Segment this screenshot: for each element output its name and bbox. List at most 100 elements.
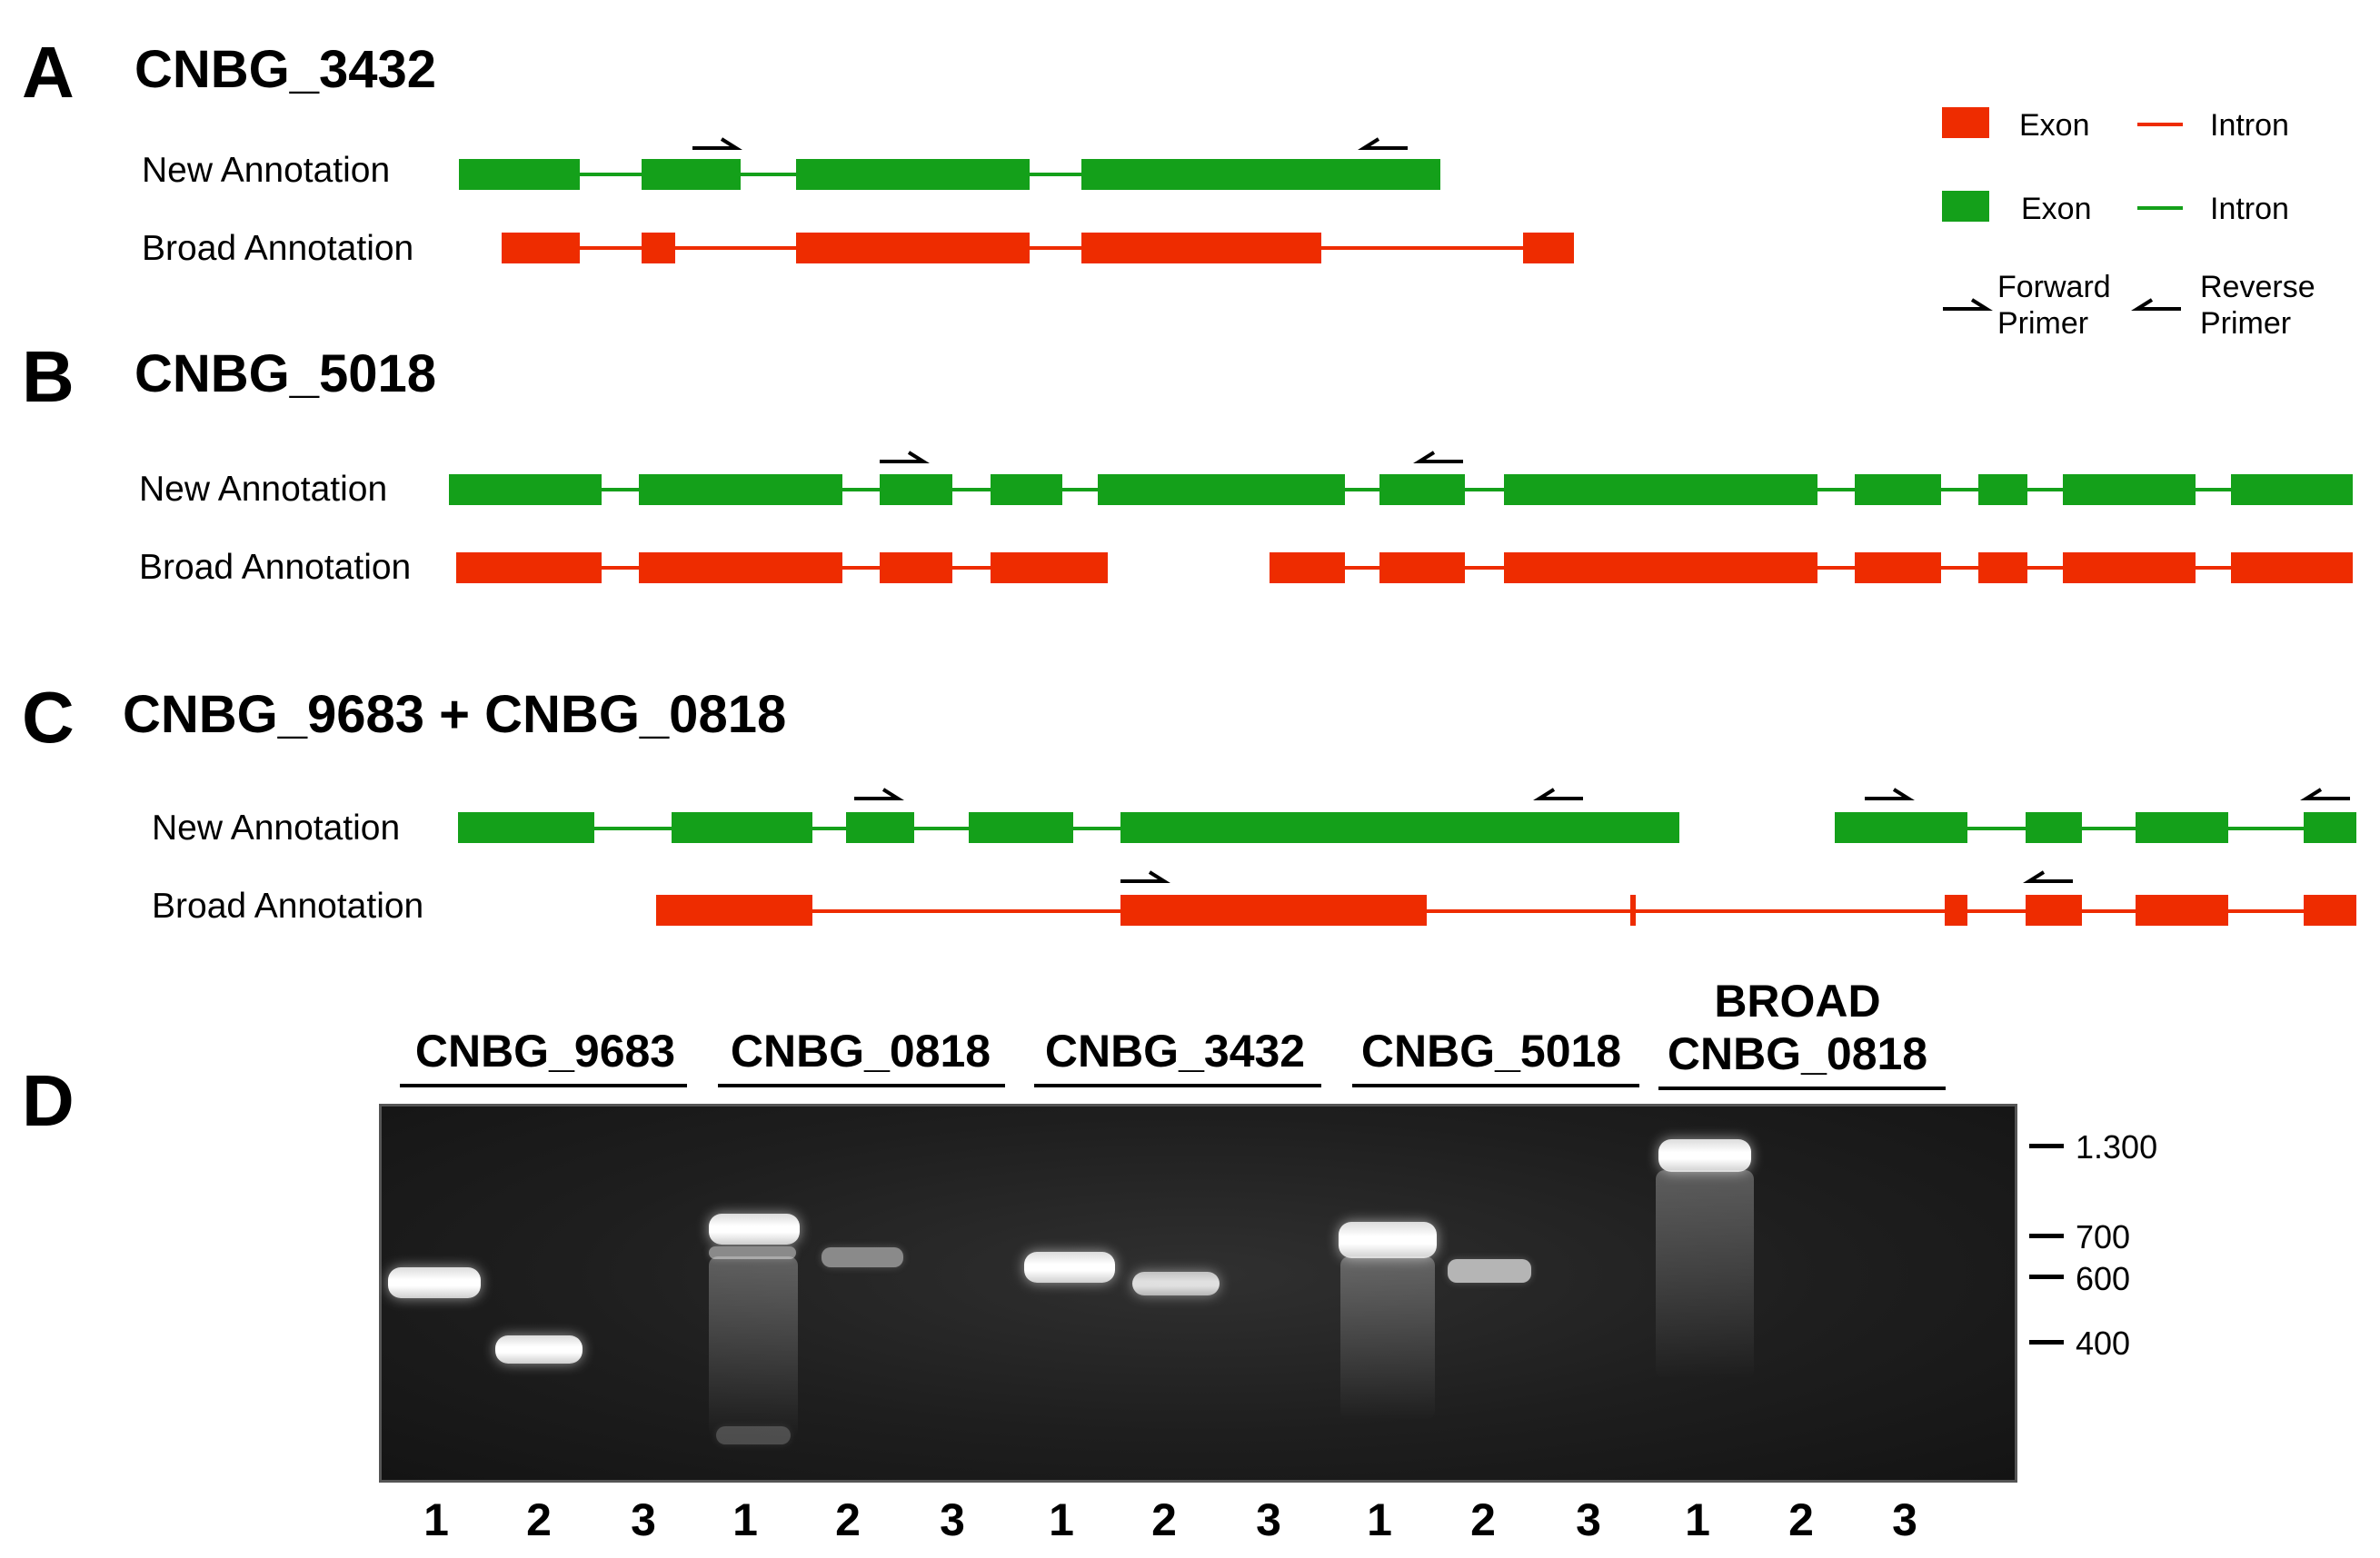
panel-b-letter: B — [22, 336, 75, 417]
gel-group-underline — [718, 1084, 1005, 1087]
panel-b-title: CNBG_5018 — [134, 344, 437, 403]
exon — [969, 812, 1073, 843]
exon — [449, 474, 602, 505]
lane-number: 2 — [835, 1494, 861, 1545]
reverse-primer-icon — [2300, 788, 2350, 800]
legend-forward-primer-label: Forward Primer — [1997, 270, 2111, 342]
lane-number: 1 — [1685, 1494, 1710, 1545]
lane-number: 2 — [1470, 1494, 1496, 1545]
legend-red-exon-swatch — [1942, 107, 1989, 138]
exon — [2136, 812, 2228, 843]
reverse-primer-icon — [1533, 788, 1583, 800]
exon — [1270, 552, 1345, 583]
lane-number: 2 — [1788, 1494, 1814, 1545]
exon — [1081, 159, 1440, 190]
exon — [1523, 233, 1574, 263]
exon — [2231, 552, 2353, 583]
marker-label: 400 — [2076, 1325, 2131, 1362]
lane-number: 2 — [526, 1494, 552, 1545]
gel-group-underline — [1352, 1084, 1639, 1087]
lane-number: 3 — [631, 1494, 656, 1545]
exon — [639, 474, 842, 505]
exon — [458, 812, 594, 843]
exon — [880, 474, 952, 505]
exon — [656, 895, 812, 926]
exon — [796, 233, 1030, 263]
gel-smear — [709, 1256, 798, 1438]
exon — [1978, 474, 2027, 505]
gel-smear — [1656, 1170, 1754, 1379]
gel-group-label-line2: CNBG_0818 — [1667, 1028, 1928, 1079]
exon — [2063, 474, 2196, 505]
gel-group-label: CNBG_5018 — [1360, 1026, 1622, 1077]
gel-band — [709, 1246, 796, 1259]
panel-c-letter: C — [22, 677, 75, 758]
legend-red-intron-label: Intron — [2210, 108, 2289, 143]
gel-group-label: CNBG_3432 — [1044, 1026, 1306, 1077]
panel-b-broad-label: Broad Annotation — [139, 548, 412, 587]
exon — [1098, 474, 1345, 505]
legend-red-exon-label: Exon — [2019, 108, 2090, 143]
exon — [2304, 895, 2356, 926]
exon — [1945, 895, 1967, 926]
gel-band — [716, 1426, 791, 1444]
gel-smear — [1340, 1256, 1435, 1420]
forward-primer-icon — [1943, 298, 1993, 311]
exon — [1504, 552, 1817, 583]
panel-a-new-label: New Annotation — [142, 151, 391, 190]
legend-red-intron-swatch — [2137, 123, 2183, 126]
exon — [642, 159, 741, 190]
exon — [1978, 552, 2027, 583]
exon — [1504, 474, 1817, 505]
marker-tick — [2029, 1144, 2064, 1148]
exon — [880, 552, 952, 583]
exon — [2231, 474, 2353, 505]
panel-d-letter: D — [22, 1060, 75, 1141]
lane-number: 1 — [1049, 1494, 1074, 1545]
gel-band — [1132, 1272, 1220, 1295]
reverse-primer-icon — [2131, 298, 2181, 311]
exon — [1630, 895, 1636, 926]
panel-a-broad-label: Broad Annotation — [142, 229, 414, 268]
gel-group-label: CNBG_9683 — [414, 1026, 676, 1077]
gel-band — [1024, 1252, 1115, 1283]
forward-primer-icon — [1120, 870, 1170, 883]
gel-band — [388, 1267, 481, 1298]
legend-green-intron-label: Intron — [2210, 192, 2289, 226]
exon — [2304, 812, 2356, 843]
lane-number: 3 — [940, 1494, 965, 1545]
exon — [1379, 552, 1465, 583]
panel-c-title: CNBG_9683 + CNBG_0818 — [123, 685, 787, 744]
forward-primer-icon — [880, 451, 930, 463]
exon — [1855, 474, 1941, 505]
gel-group-underline — [1658, 1087, 1946, 1090]
panel-a-letter: A — [22, 32, 75, 113]
intron — [502, 246, 1574, 250]
exon — [502, 233, 580, 263]
forward-primer-icon — [854, 788, 904, 800]
marker-label: 700 — [2076, 1218, 2131, 1255]
panel-c-broad-label: Broad Annotation — [152, 887, 424, 926]
marker-tick — [2029, 1340, 2064, 1345]
exon — [991, 552, 1108, 583]
panel-c-new-label: New Annotation — [152, 809, 401, 848]
lane-number: 1 — [1367, 1494, 1392, 1545]
exon — [2136, 895, 2228, 926]
intron — [1835, 827, 2356, 830]
exon — [1120, 895, 1427, 926]
gel-band — [822, 1247, 903, 1267]
gel-band — [495, 1335, 583, 1364]
marker-label: 1.300 — [2076, 1128, 2158, 1166]
gel-band — [1339, 1222, 1437, 1258]
reverse-primer-icon — [1358, 137, 1408, 150]
panel-b-new-label: New Annotation — [139, 470, 388, 509]
exon — [459, 159, 580, 190]
reverse-primer-icon — [2023, 870, 2073, 883]
exon — [672, 812, 812, 843]
gel-band — [709, 1214, 800, 1245]
gel-group-underline — [400, 1084, 687, 1087]
exon — [456, 552, 602, 583]
exon — [1835, 812, 1967, 843]
legend-green-exon-swatch — [1942, 191, 1989, 222]
exon — [2026, 895, 2082, 926]
